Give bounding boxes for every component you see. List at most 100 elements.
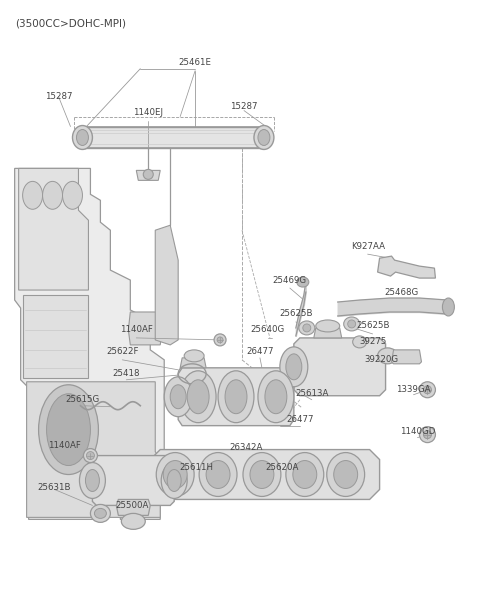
Polygon shape [84,127,262,149]
Ellipse shape [344,317,360,331]
Ellipse shape [170,385,186,409]
Ellipse shape [80,463,106,498]
Ellipse shape [23,181,43,209]
Ellipse shape [286,354,302,380]
Ellipse shape [95,509,107,518]
Text: 26342A: 26342A [229,443,263,452]
Text: 25468G: 25468G [384,288,419,297]
Ellipse shape [90,504,110,523]
Text: 39275: 39275 [359,337,386,346]
Ellipse shape [86,452,95,460]
Ellipse shape [250,461,274,488]
Ellipse shape [299,321,315,335]
Ellipse shape [163,461,187,488]
Ellipse shape [156,453,194,496]
Text: 25631B: 25631B [38,483,72,492]
Ellipse shape [214,334,226,346]
Text: 25640G: 25640G [251,326,285,334]
Polygon shape [180,358,206,368]
Polygon shape [378,256,435,278]
Ellipse shape [62,181,83,209]
Text: 1339GA: 1339GA [396,386,431,394]
Text: 1140GD: 1140GD [400,427,435,436]
Polygon shape [150,450,380,499]
Ellipse shape [378,348,397,364]
Ellipse shape [286,453,324,496]
Ellipse shape [297,277,309,287]
Ellipse shape [187,380,209,414]
Ellipse shape [258,371,294,423]
Polygon shape [314,328,342,338]
Ellipse shape [180,371,216,423]
Text: (3500CC>DOHC-MPI): (3500CC>DOHC-MPI) [15,19,126,29]
Polygon shape [26,382,160,517]
Polygon shape [155,225,178,345]
Ellipse shape [348,320,356,328]
Polygon shape [23,295,88,378]
Ellipse shape [47,394,90,466]
Polygon shape [116,499,150,515]
Ellipse shape [144,170,153,179]
Text: 25611H: 25611H [179,463,213,472]
Ellipse shape [225,380,247,414]
Text: 25620A: 25620A [265,463,299,472]
Text: 15287: 15287 [45,92,72,101]
Text: 25469G: 25469G [273,275,307,285]
Ellipse shape [258,130,270,146]
Ellipse shape [217,337,223,343]
Ellipse shape [316,320,340,332]
Text: 25622F: 25622F [106,348,139,356]
Ellipse shape [265,380,287,414]
Ellipse shape [334,461,358,488]
Ellipse shape [293,461,317,488]
Ellipse shape [161,463,187,498]
Ellipse shape [76,130,88,146]
Text: K927AA: K927AA [350,242,384,251]
Ellipse shape [43,181,62,209]
Polygon shape [93,455,174,506]
Ellipse shape [121,513,145,529]
Ellipse shape [420,427,435,442]
Polygon shape [128,312,162,345]
Polygon shape [178,368,294,426]
Ellipse shape [243,453,281,496]
Text: 39220G: 39220G [364,356,399,364]
Ellipse shape [199,453,237,496]
Polygon shape [392,350,421,364]
Text: 25625B: 25625B [279,310,312,318]
Ellipse shape [423,431,432,439]
Text: 26477: 26477 [246,348,274,356]
Text: 25613A: 25613A [295,389,328,398]
Text: 25615G: 25615G [65,395,99,405]
Ellipse shape [85,469,99,491]
Polygon shape [136,170,160,181]
Ellipse shape [254,125,274,149]
Ellipse shape [84,449,97,463]
Polygon shape [294,338,385,396]
Ellipse shape [353,336,367,348]
Text: 26477: 26477 [286,415,313,424]
Text: 25461E: 25461E [179,58,212,67]
Text: 25625B: 25625B [356,321,389,330]
Ellipse shape [327,453,365,496]
Text: 1140AF: 1140AF [48,441,81,450]
Ellipse shape [164,377,192,417]
Ellipse shape [303,324,311,332]
Ellipse shape [280,347,308,387]
Ellipse shape [206,461,230,488]
Polygon shape [19,168,88,290]
Ellipse shape [420,382,435,398]
Polygon shape [15,168,170,520]
Text: 25418: 25418 [113,369,140,378]
Ellipse shape [423,386,432,394]
Text: 25500A: 25500A [116,501,149,510]
Text: 1140EJ: 1140EJ [133,108,163,117]
Text: 1140AF: 1140AF [120,326,153,334]
Text: 15287: 15287 [230,102,258,111]
Ellipse shape [218,371,254,423]
Ellipse shape [72,125,93,149]
Ellipse shape [38,385,98,474]
Ellipse shape [184,350,204,362]
Ellipse shape [443,298,455,316]
Ellipse shape [167,469,181,491]
